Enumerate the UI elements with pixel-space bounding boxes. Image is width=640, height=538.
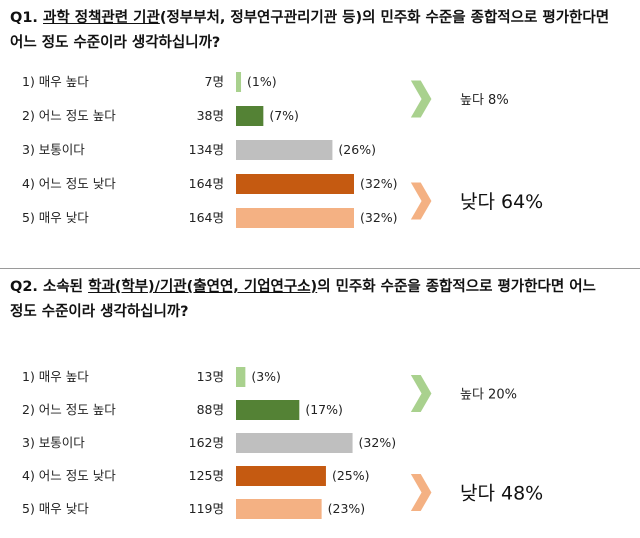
- category-label: 5) 매우 낮다: [22, 210, 89, 225]
- count-label: 38명: [197, 108, 224, 123]
- question-2-chart: 1) 매우 높다 13명 (3%) 2) 어느 정도 높다 88명 (17%) 3) 보통이…: [22, 367, 543, 519]
- category-label: 4) 어느 정도 낮다: [22, 468, 116, 483]
- percent-label: (26%): [338, 142, 376, 157]
- percent-label: (7%): [269, 108, 299, 123]
- question-text-part: (정부부처, 정부연구관리기관 등)의 민주화 수준을 종합적으로 평가한다면 …: [10, 10, 610, 51]
- category-label: 2) 어느 정도 높다: [22, 402, 116, 417]
- count-label: 164명: [189, 176, 224, 191]
- bar: [236, 466, 326, 486]
- percent-label: (1%): [247, 74, 277, 89]
- question-1-section: Q1. 과학 정책관련 기관(정부부처, 정부연구관리기관 등)의 민주화 수준…: [0, 0, 640, 268]
- high-summary-label: 높다 8%: [460, 93, 509, 108]
- category-label: 2) 어느 정도 높다: [22, 108, 116, 123]
- bar: [236, 208, 354, 228]
- category-label: 3) 보통이다: [22, 435, 85, 450]
- bar: [236, 174, 354, 194]
- count-label: 7명: [205, 74, 224, 89]
- percent-label: (32%): [359, 435, 397, 450]
- question-underlined-text: 학과(학부)/기관(출연연, 기업연구소): [88, 279, 318, 295]
- chevron-right-icon: [409, 181, 433, 221]
- category-label: 3) 보통이다: [22, 142, 85, 157]
- question-number: Q2.: [10, 279, 38, 295]
- bar: [236, 400, 300, 420]
- bar: [236, 140, 333, 160]
- high-summary-label: 높다 20%: [460, 388, 517, 403]
- bar: [236, 106, 264, 126]
- count-label: 88명: [197, 402, 224, 417]
- count-label: 119명: [189, 501, 224, 516]
- question-1-chart: 1) 매우 높다 7명 (1%) 2) 어느 정도 높다 38명 (7%) 3) 보통이다 1…: [22, 72, 543, 228]
- question-2-text: Q2. 소속된 학과(학부)/기관(출연연, 기업연구소)의 민주화 수준을 종…: [10, 275, 610, 325]
- question-text-part: 소속된: [37, 279, 89, 295]
- category-label: 5) 매우 낮다: [22, 501, 89, 516]
- low-summary-label: 낮다 48%: [460, 483, 543, 505]
- question-2-section: Q2. 소속된 학과(학부)/기관(출연연, 기업연구소)의 민주화 수준을 종…: [0, 269, 640, 538]
- percent-label: (32%): [360, 210, 398, 225]
- percent-label: (25%): [332, 468, 370, 483]
- bar: [236, 367, 246, 387]
- question-1-text: Q1. 과학 정책관련 기관(정부부처, 정부연구관리기관 등)의 민주화 수준…: [10, 6, 610, 56]
- percent-label: (23%): [328, 501, 366, 516]
- count-label: 125명: [189, 468, 224, 483]
- chevron-right-icon: [409, 374, 433, 413]
- percent-label: (32%): [360, 176, 398, 191]
- percent-label: (3%): [251, 369, 281, 384]
- question-text-part: 의 민주화 수준을 종합적으로 평가한다면 어느 정도 수준이라 생각하십니까?: [10, 279, 596, 320]
- question-number: Q1.: [10, 10, 38, 26]
- question-underlined-text: 과학 정책관련 기관: [43, 10, 160, 26]
- chevron-right-icon: [409, 473, 433, 512]
- bar: [236, 72, 242, 92]
- low-summary-label: 낮다 64%: [460, 191, 543, 213]
- bar: [236, 433, 353, 453]
- percent-label: (17%): [305, 402, 343, 417]
- count-label: 13명: [197, 369, 224, 384]
- bar: [236, 499, 322, 519]
- chevron-right-icon: [409, 79, 433, 119]
- category-label: 1) 매우 높다: [22, 74, 89, 89]
- section-divider: [0, 268, 640, 269]
- count-label: 134명: [189, 142, 224, 157]
- count-label: 162명: [189, 435, 224, 450]
- category-label: 4) 어느 정도 낮다: [22, 176, 116, 191]
- count-label: 164명: [189, 210, 224, 225]
- category-label: 1) 매우 높다: [22, 369, 89, 384]
